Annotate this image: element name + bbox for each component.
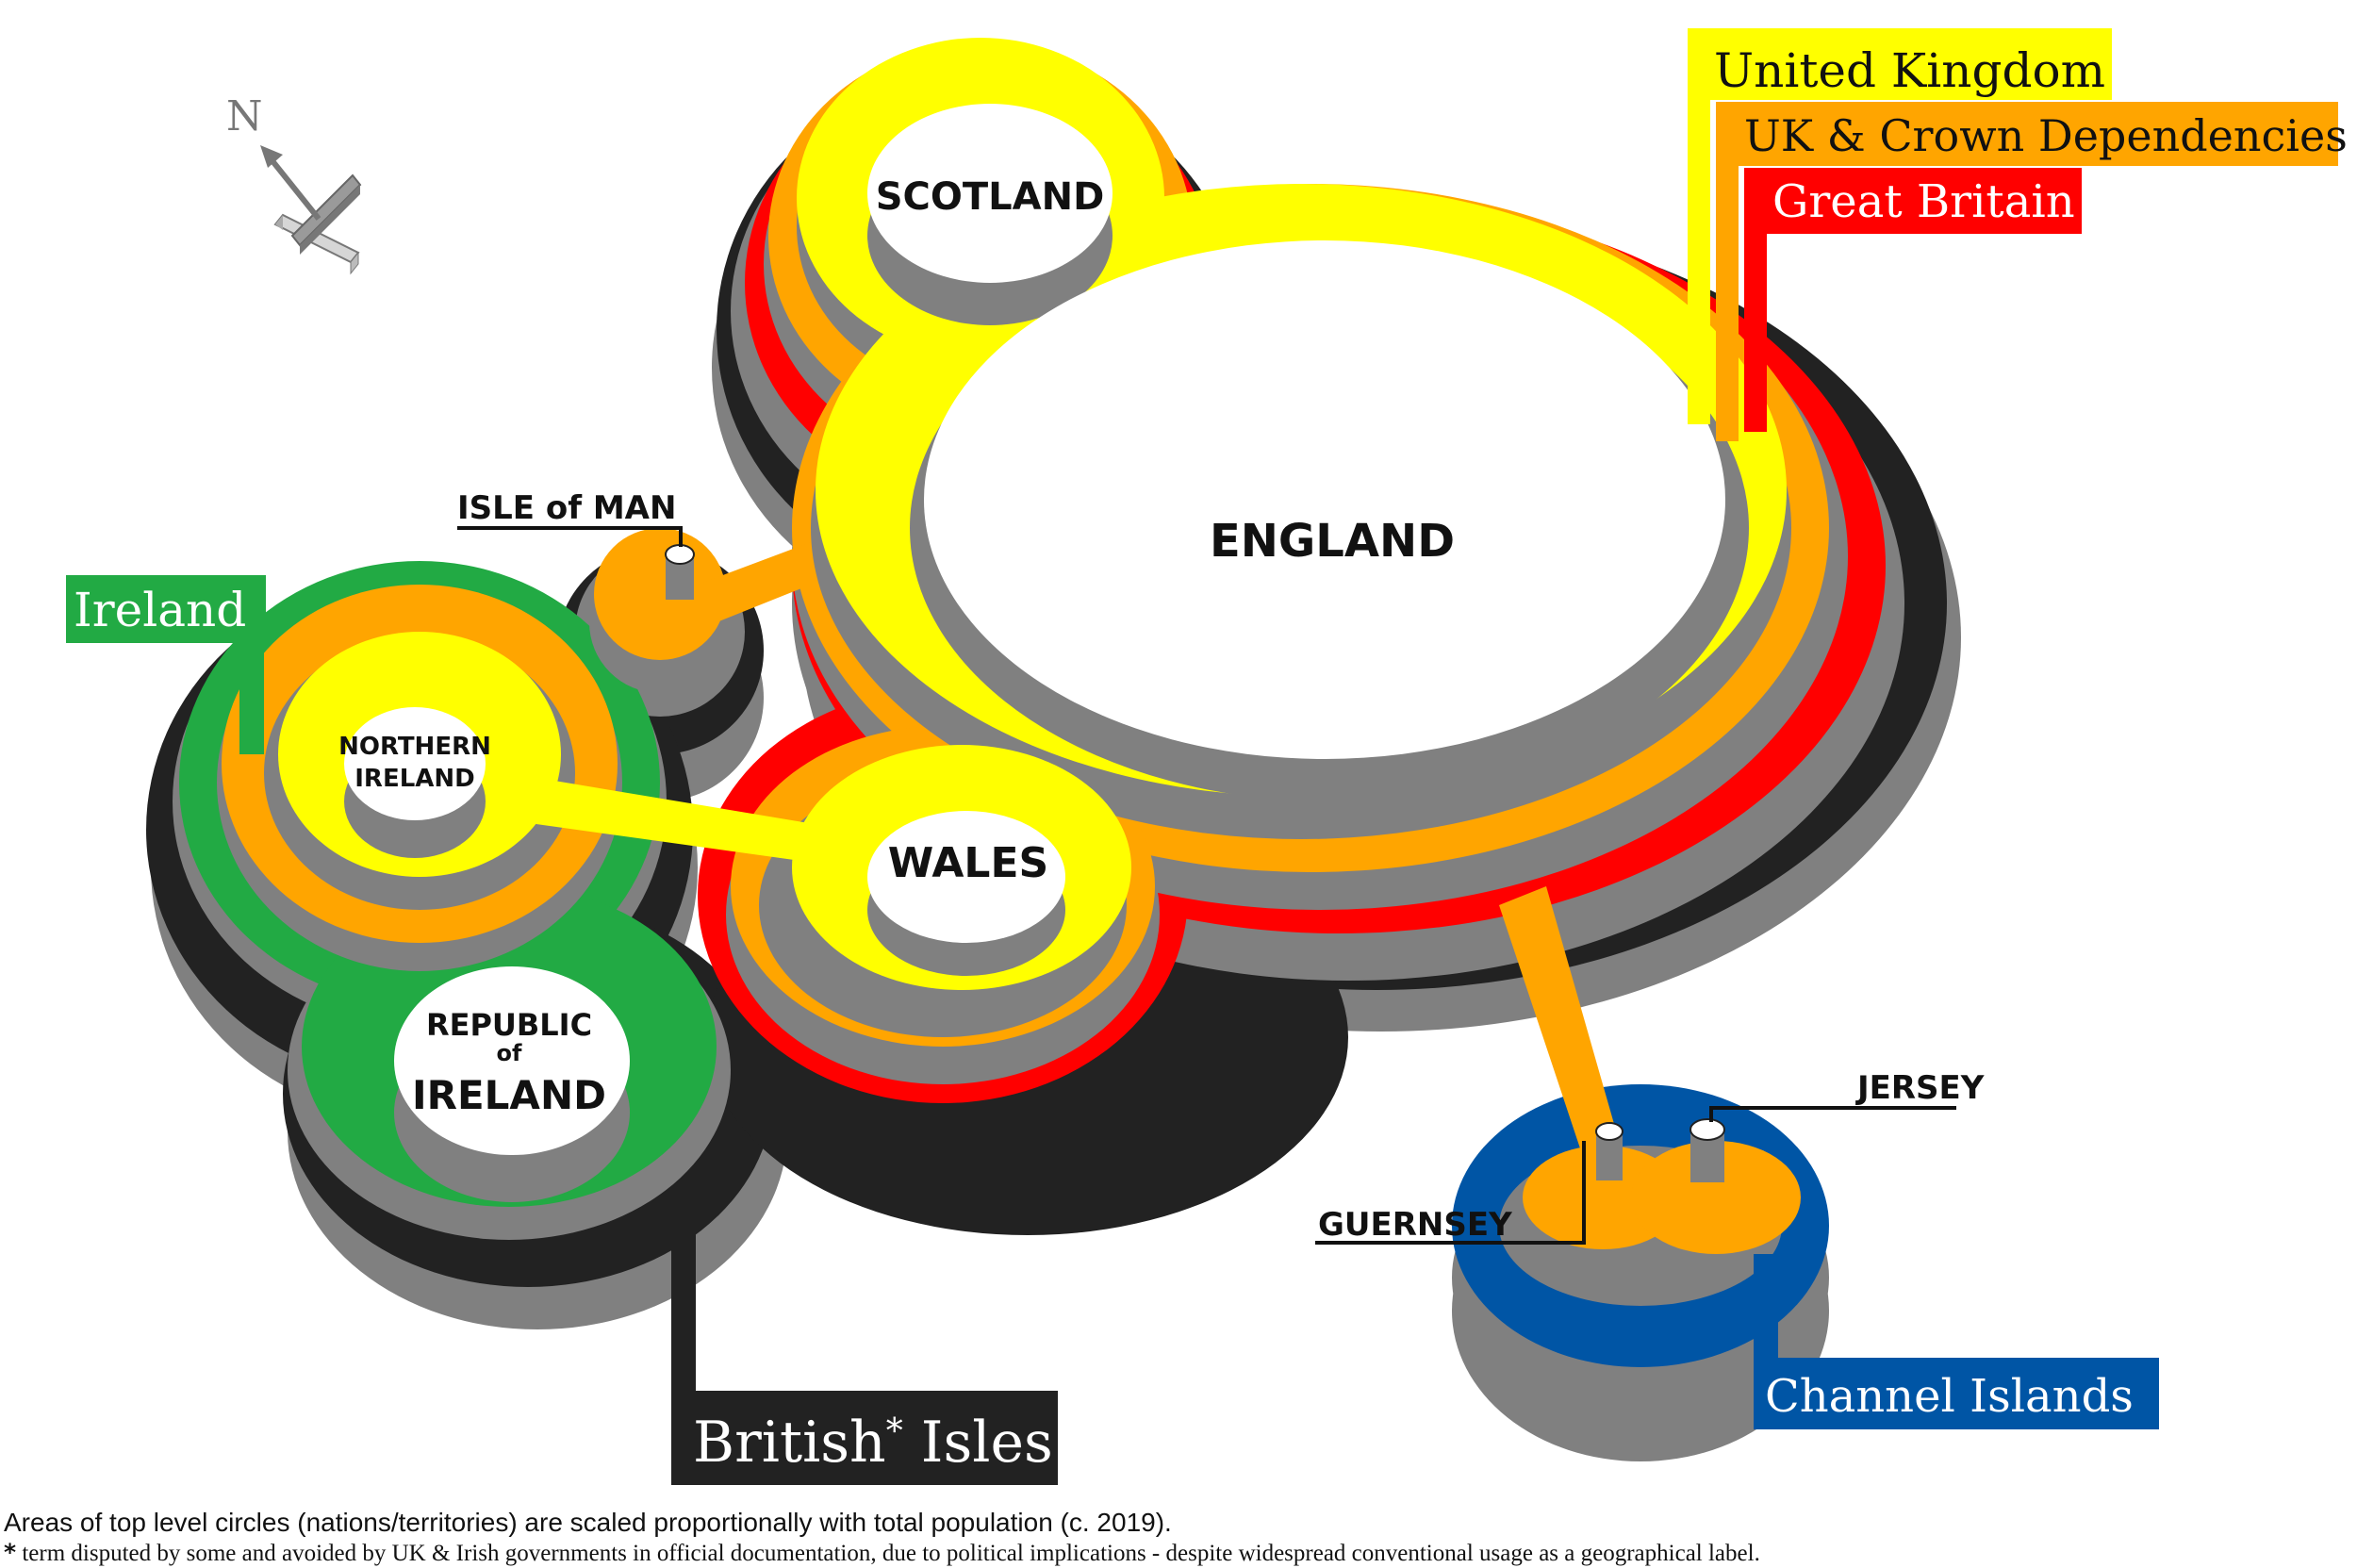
callout-labels: ISLE of MAN JERSEY GUERNSEY: [457, 489, 1985, 1244]
callout-lines: [457, 526, 1956, 1245]
british-isles-word: British: [693, 1410, 886, 1476]
scotland-label: SCOTLAND: [876, 175, 1105, 219]
nation-nodes: [344, 104, 1725, 1155]
scaling-note: Areas of top level circles (nations/terr…: [4, 1508, 1172, 1537]
group-label-great-britain: Great Britain: [1744, 168, 2082, 432]
disclaimer-note: * term disputed by some and avoided by U…: [4, 1539, 2351, 1568]
north-label: N: [226, 92, 263, 140]
british-isles-rest: Isles: [903, 1410, 1053, 1476]
wales-node: [867, 811, 1065, 943]
nation-labels: ENGLAND SCOTLAND WALES NORTHERN IRELAND …: [338, 175, 1455, 1118]
group-label-channel-islands: Channel Islands: [1754, 1254, 2159, 1429]
uk-crown-dependencies-label: UK & Crown Dependencies: [1744, 110, 2348, 161]
ireland-label: Ireland: [74, 583, 246, 637]
guernsey-label: GUERNSEY: [1318, 1206, 1512, 1244]
northern-ireland-label-line1: NORTHERN: [338, 733, 491, 761]
group-label-ireland: Ireland: [66, 575, 266, 754]
group-label-uk-crown: UK & Crown Dependencies: [1716, 102, 2348, 441]
northern-ireland-node: [344, 707, 486, 820]
republic-label-line3: IRELAND: [412, 1072, 606, 1118]
north-arrow-icon: [260, 145, 362, 275]
wales-label: WALES: [888, 839, 1048, 887]
republic-label-line1: REPUBLIC: [426, 1007, 592, 1043]
british-isles-asterisk: *: [886, 1412, 903, 1451]
compass: N: [226, 92, 362, 275]
isle-of-man-label: ISLE of MAN: [457, 489, 676, 527]
british-isles-label: British* Isles: [693, 1410, 1053, 1476]
jersey-label: JERSEY: [1855, 1069, 1985, 1107]
great-britain-label: Great Britain: [1772, 175, 2075, 228]
group-label-british-isles: British* Isles: [671, 1207, 1058, 1485]
footnotes: Areas of top level circles (nations/terr…: [4, 1507, 2351, 1568]
england-label: ENGLAND: [1210, 515, 1455, 568]
republic-label-line2: of: [497, 1040, 522, 1066]
channel-islands-label: Channel Islands: [1765, 1370, 2134, 1423]
disclaimer-asterisk: *: [4, 1539, 17, 1566]
england-node: [924, 240, 1725, 759]
group-label-united-kingdom: United Kingdom: [1688, 28, 2112, 424]
northern-ireland-label-line2: IRELAND: [354, 765, 475, 793]
small-territory-cylinders: [665, 544, 1725, 1182]
scotland-node: [867, 104, 1113, 283]
united-kingdom-label: United Kingdom: [1714, 43, 2105, 98]
disclaimer-text: term disputed by some and avoided by UK …: [22, 1541, 1760, 1566]
republic-of-ireland-node: [394, 966, 630, 1155]
